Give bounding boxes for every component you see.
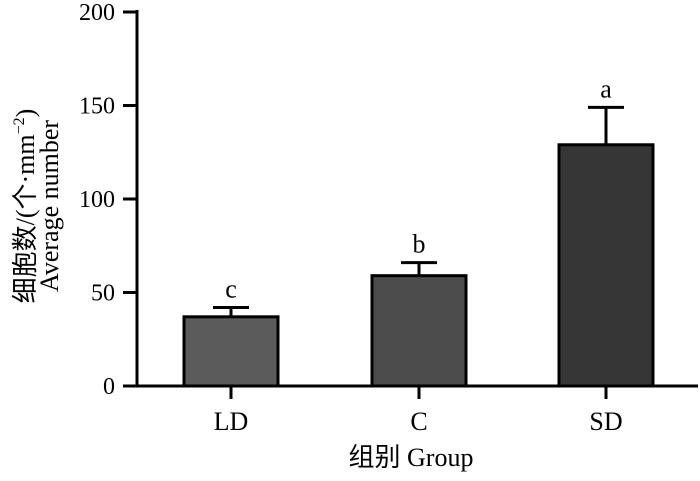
significance-label: c bbox=[225, 274, 237, 303]
significance-label: a bbox=[600, 74, 612, 103]
y-axis-title-end: ) bbox=[11, 109, 40, 118]
labels: 0 50 100 150 200 LD c Cb SD a bbox=[79, 0, 623, 436]
y-tick-label: 0 bbox=[103, 374, 115, 400]
y-axis-title-sup: −2 bbox=[11, 117, 28, 134]
bar-c bbox=[370, 274, 468, 388]
y-axis-title-line2: Average number bbox=[35, 120, 64, 292]
y-axis-title-line1: 细胞数/(个·mm−2) bbox=[11, 109, 40, 304]
x-tick-label: LD bbox=[214, 407, 249, 436]
y-tick-label: 150 bbox=[79, 94, 115, 120]
x-axis-title: 组别 Group bbox=[349, 443, 474, 472]
bars bbox=[182, 105, 655, 388]
x-tick-label: C bbox=[410, 407, 427, 436]
y-tick-label: 100 bbox=[79, 187, 115, 213]
y-axis-title-main: 细胞数/(个·mm bbox=[11, 134, 40, 303]
y-tick-label: 50 bbox=[91, 281, 115, 307]
x-tick-label: SD bbox=[589, 407, 622, 436]
significance-label: b bbox=[413, 230, 426, 259]
bar-ld bbox=[182, 315, 280, 388]
bar-sd bbox=[557, 143, 655, 388]
y-tick-label: 200 bbox=[79, 0, 115, 26]
